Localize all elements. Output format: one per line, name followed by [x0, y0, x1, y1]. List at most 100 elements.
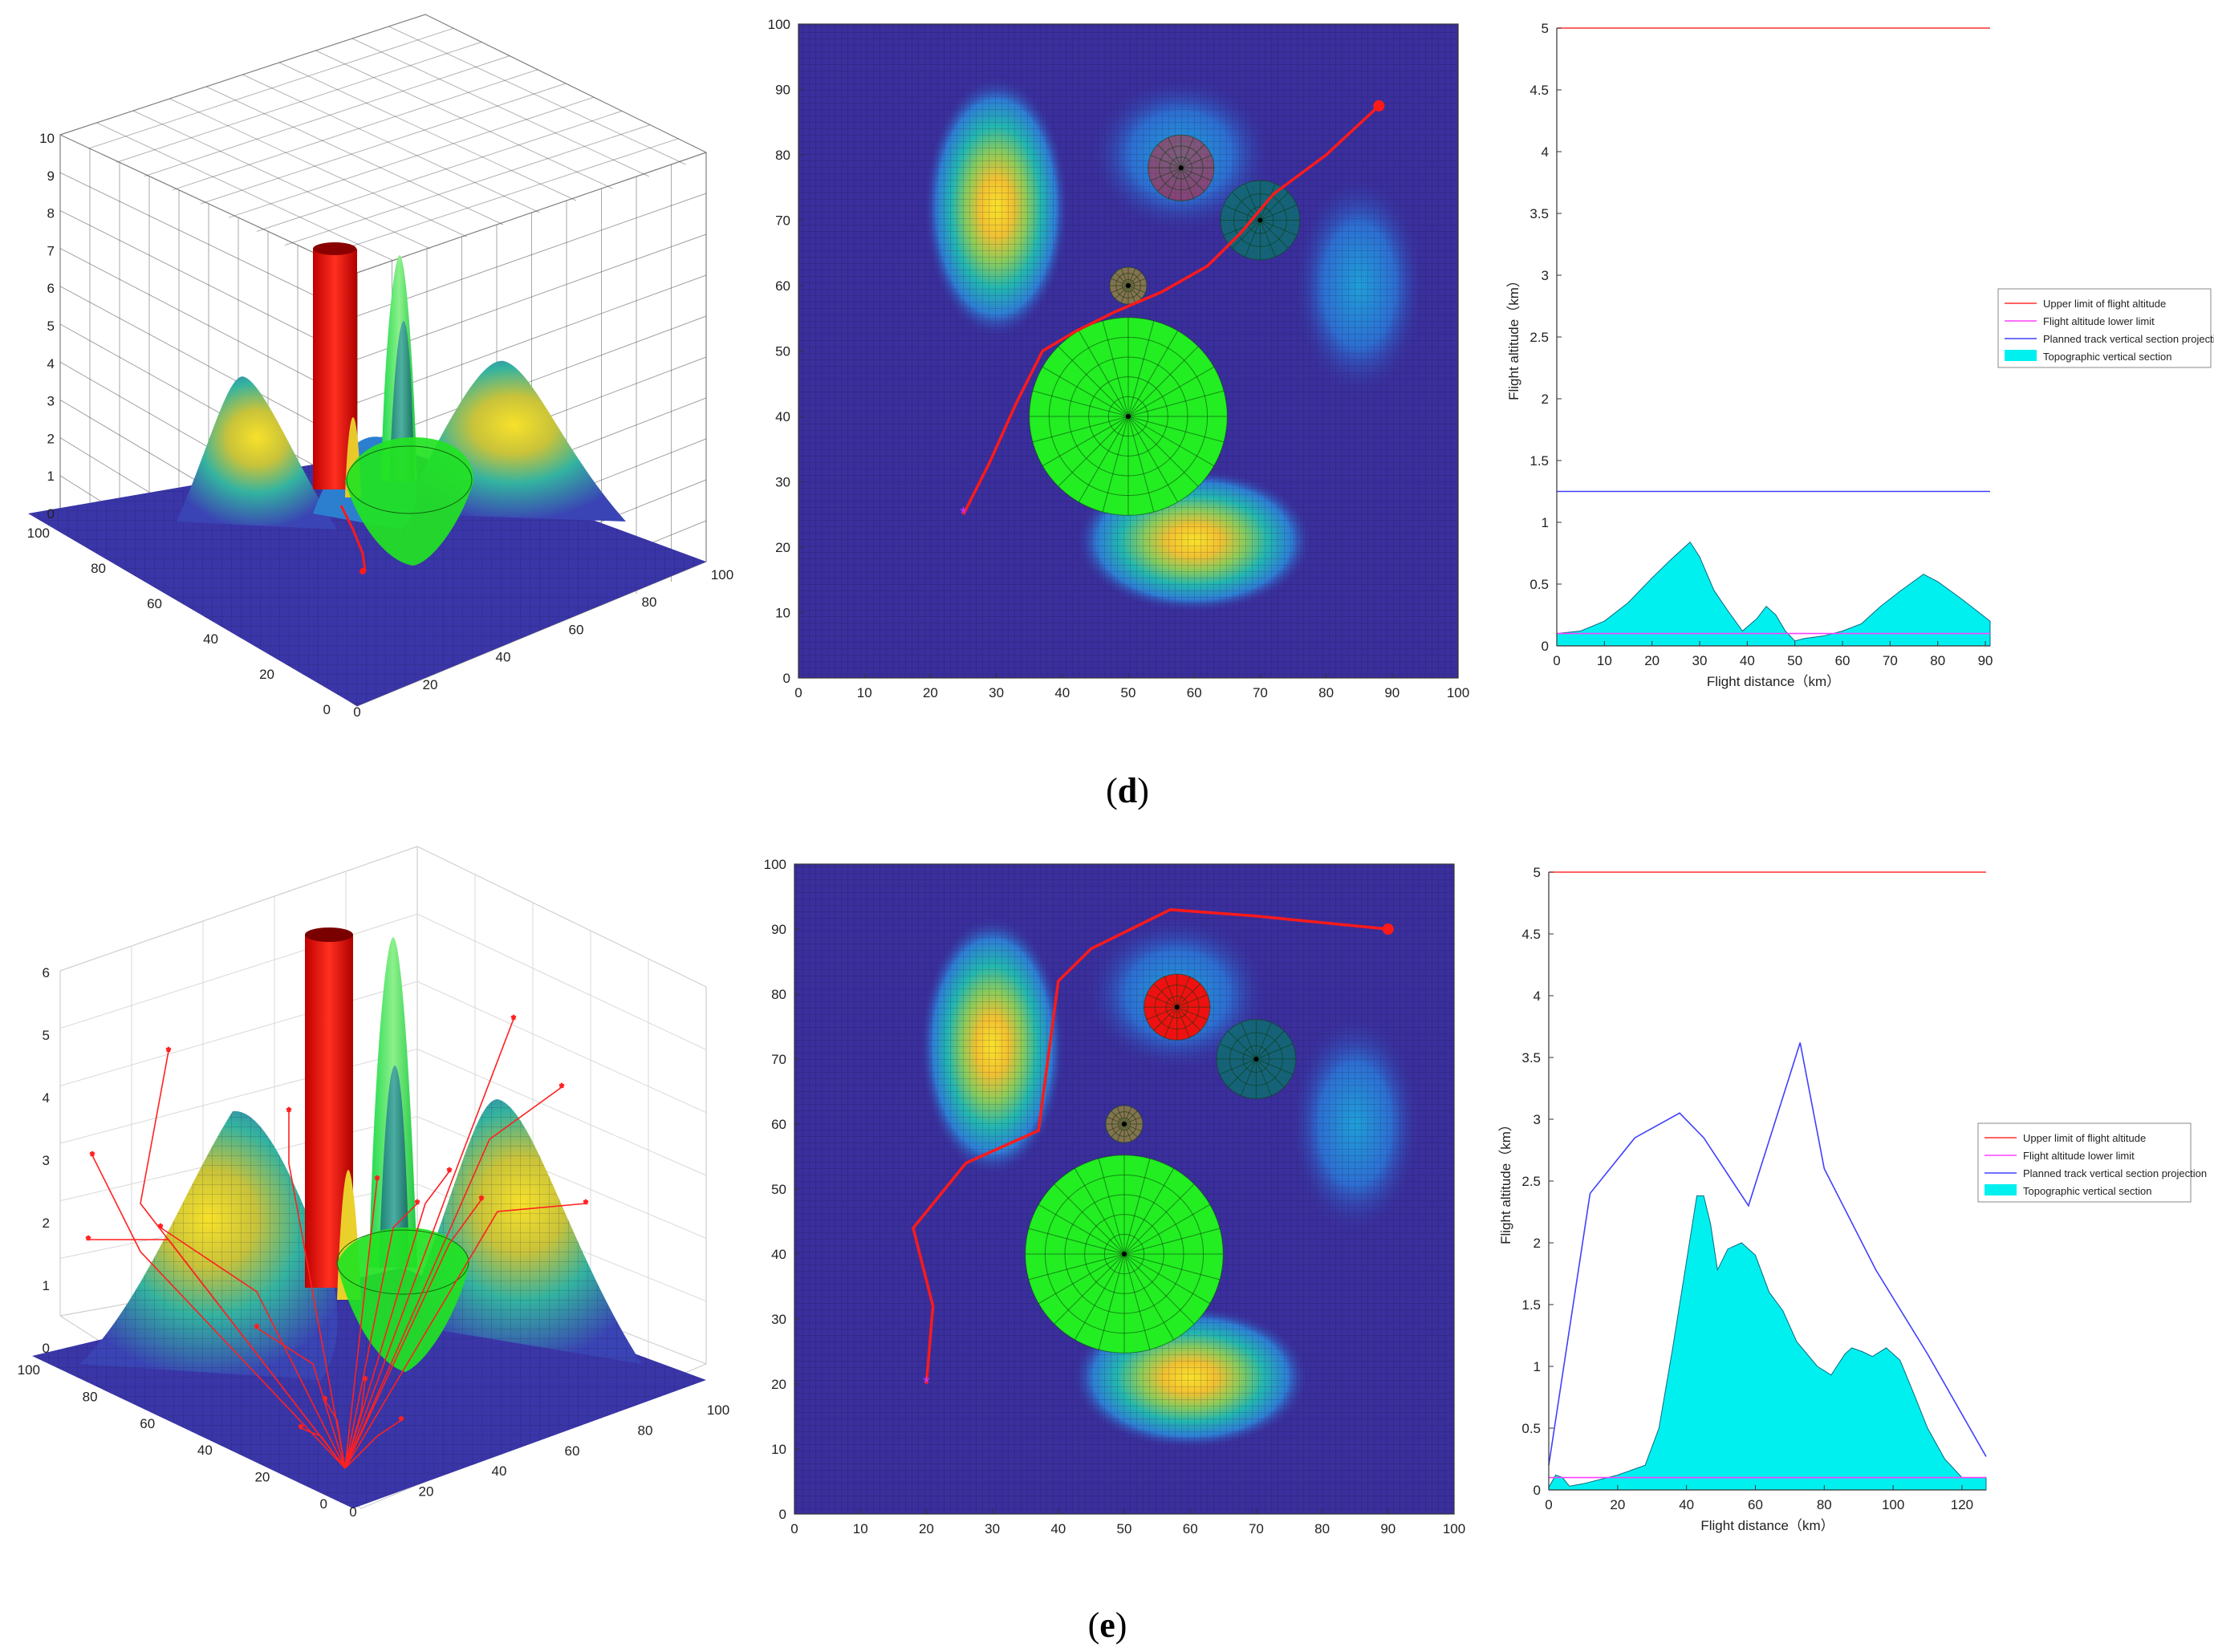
x-tick-label: 50	[1121, 685, 1136, 700]
x-tick-label: 100	[1447, 685, 1469, 700]
exploration-path	[344, 1379, 366, 1469]
y-tick-label: 90	[771, 922, 786, 937]
grid-line	[242, 74, 540, 213]
z-tick-label: 0	[47, 506, 55, 522]
y-tick-label: 4.5	[1521, 927, 1541, 942]
e-map-plot: * 0 10 20 30 40 50 60 70 80 90 100 0 10 20 30 40 50 60 70 80…	[764, 857, 1466, 1536]
y-tick-label: 70	[775, 213, 790, 229]
e-teal-cone	[379, 1065, 409, 1268]
grid-line	[59, 1116, 707, 1239]
planned-path	[912, 907, 1388, 1385]
planned-path	[961, 104, 1380, 516]
x-tick-label: 0	[349, 1504, 356, 1520]
x-tick-label: 100	[707, 1402, 729, 1418]
grid-line	[132, 110, 431, 250]
grid-line	[388, 26, 686, 165]
grid-line	[315, 50, 613, 189]
y-tick-label: 80	[91, 561, 106, 576]
path-start-marker: *	[960, 503, 967, 523]
y-axis-label: Flight altitude（km）	[1498, 1118, 1513, 1244]
x-tick-label: 30	[985, 1521, 1000, 1536]
x-axis-label: Flight distance（km）	[1707, 674, 1840, 689]
grid-line	[96, 122, 394, 262]
e-3d-x-ticks: 0 20 40 60 80 100	[349, 1402, 729, 1520]
exploration-node: *	[158, 1221, 163, 1234]
exploration-node: *	[286, 1105, 291, 1118]
x-tick-label: 60	[565, 1443, 580, 1459]
y-tick-label: 60	[771, 1117, 786, 1132]
exploration-node: *	[415, 1197, 420, 1210]
legend-track-label: Planned track vertical section projectio…	[2023, 1167, 2207, 1179]
x-tick-label: 0	[1545, 1497, 1552, 1512]
y-tick-label: 20	[775, 540, 790, 555]
grid-line	[116, 41, 482, 163]
x-tick-label: 40	[496, 650, 511, 665]
grid-line	[228, 96, 595, 218]
terrain-area	[1548, 1195, 1987, 1491]
y-tick-label: 2	[1534, 1236, 1541, 1251]
threat-zone-big	[1029, 317, 1228, 516]
threat-zone-big	[1025, 1155, 1224, 1354]
x-tick-label: 20	[923, 685, 938, 700]
y-tick-label: 5	[1534, 865, 1541, 880]
exploration-path	[88, 1239, 346, 1469]
e-mountain-right-mesh	[401, 1099, 642, 1364]
z-tick-label: 9	[47, 168, 55, 184]
x-tick-label: 40	[1054, 685, 1070, 700]
exploration-path	[344, 1018, 514, 1469]
y-tick-label: 50	[771, 1182, 786, 1197]
y-tick-label: 80	[775, 148, 790, 163]
x-tick-label: 0	[353, 704, 360, 720]
profile-background	[1557, 28, 1990, 646]
y-tick-label: 40	[771, 1247, 786, 1262]
y-tick-label: 1	[1534, 1359, 1541, 1374]
d-green-bowl-rim	[346, 445, 473, 514]
grid-line	[172, 69, 538, 191]
exploration-path	[160, 1227, 346, 1469]
y-axis-label: Flight altitude（km）	[1506, 274, 1521, 400]
x-tick-label: 50	[1787, 653, 1802, 668]
exploration-path	[300, 1427, 346, 1469]
exploration-node: *	[447, 1165, 452, 1178]
x-tick-label: 30	[1692, 653, 1708, 668]
x-tick-label: 70	[1249, 1521, 1264, 1536]
grid-line	[256, 110, 623, 232]
y-tick-label: 40	[197, 1443, 213, 1458]
z-tick-label: 5	[43, 1028, 50, 1043]
y-tick-label: 20	[771, 1377, 786, 1392]
z-tick-label: 5	[47, 319, 55, 334]
y-tick-label: 60	[147, 596, 162, 611]
x-tick-label: 100	[1443, 1521, 1465, 1536]
x-tick-label: 10	[853, 1521, 868, 1536]
threat-zone-teal	[1216, 1019, 1297, 1099]
e-3d-plot: * * * * * * * * * * * * * * * * * 0 1 2 3 4 5 6 0 20 40 60 80 100 0…	[18, 846, 729, 1520]
y-tick-label: 0	[323, 702, 331, 717]
y-tick-label: 10	[775, 606, 790, 621]
exploration-path	[344, 1203, 587, 1469]
x-tick-label: 0	[790, 1521, 798, 1536]
legend: Upper limit of flight altitude Flight alt…	[1977, 1122, 2207, 1203]
z-tick-label: 7	[47, 243, 55, 258]
y-tick-label: 4	[1542, 144, 1549, 160]
exploration-node: *	[323, 1394, 327, 1406]
exploration-path	[288, 1111, 346, 1469]
exploration-path	[324, 1399, 346, 1469]
threat-zone-red-faded	[1148, 134, 1215, 201]
e-green-bowl	[337, 1228, 469, 1372]
x-tick-label: 60	[1835, 653, 1850, 668]
exploration-node: *	[399, 1414, 404, 1427]
d-mountain-left	[177, 376, 337, 530]
x-tick-label: 80	[1817, 1497, 1832, 1512]
z-tick-label: 2	[43, 1216, 50, 1231]
y-tick-label: 1	[1542, 515, 1549, 530]
legend-track-label: Planned track vertical section projectio…	[2043, 333, 2214, 345]
e-red-cylinder-top	[305, 927, 353, 942]
legend-terrain-swatch	[2005, 350, 2037, 361]
y-tick-label: 60	[775, 278, 790, 294]
y-tick-label: 40	[203, 631, 218, 647]
x-tick-label: 90	[1380, 1521, 1395, 1536]
threat-zone-red	[1144, 973, 1211, 1041]
y-tick-label: 60	[140, 1416, 155, 1431]
x-tick-label: 90	[1384, 685, 1399, 700]
z-tick-label: 2	[47, 431, 55, 446]
